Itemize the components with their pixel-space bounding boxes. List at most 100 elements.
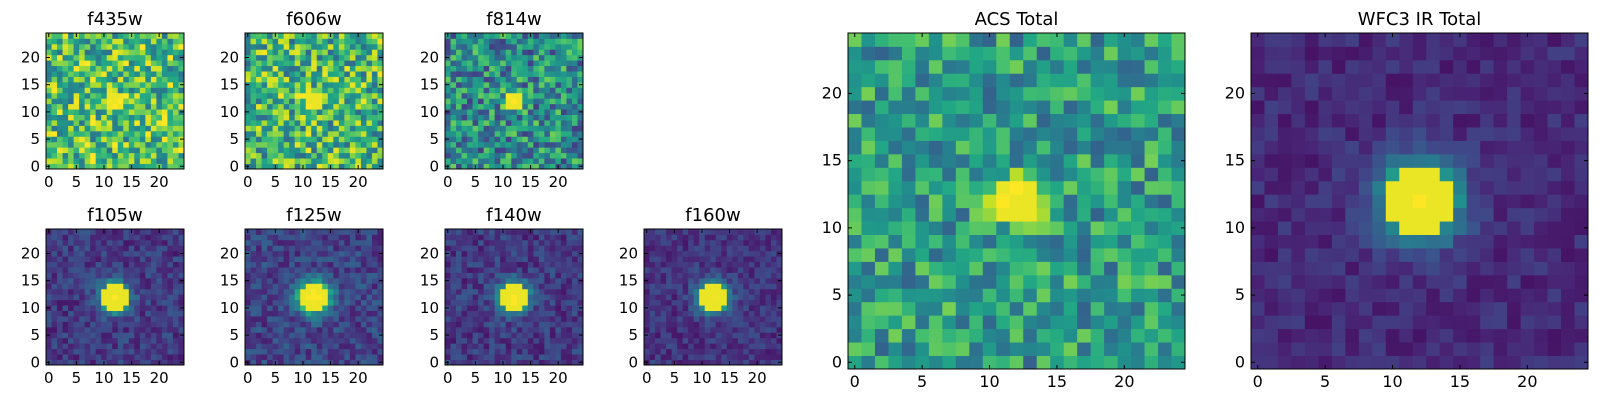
heatmap-cell (278, 152, 285, 159)
heatmap-cell (494, 98, 501, 105)
heatmap-cell (355, 92, 362, 99)
heatmap-cell (483, 147, 490, 154)
heatmap-cell (571, 299, 578, 306)
heatmap-cell (62, 114, 69, 121)
heatmap-cell (544, 163, 551, 170)
heatmap-cell (560, 316, 567, 322)
heatmap-cell (305, 163, 312, 170)
heatmap-cell (1023, 288, 1038, 303)
heatmap-cell (283, 81, 290, 88)
heatmap-cell (145, 76, 152, 83)
heatmap-cell (73, 103, 80, 110)
heatmap-cell (776, 234, 783, 241)
heatmap-cell (73, 81, 80, 88)
heatmap-cell (371, 354, 378, 360)
heatmap-cell (316, 81, 323, 88)
heatmap-cell (969, 167, 984, 182)
heatmap-cell (765, 239, 772, 246)
heatmap-cell (272, 103, 279, 110)
heatmap-cell (79, 354, 86, 360)
heatmap-cell (338, 229, 345, 235)
heatmap-cell (721, 326, 728, 333)
heatmap-cell (472, 261, 479, 268)
heatmap-cell (366, 316, 373, 322)
heatmap-cell (371, 267, 378, 273)
heatmap-cell (544, 125, 551, 132)
heatmap-cell (278, 239, 285, 246)
heatmap-cell (649, 261, 656, 268)
heatmap-cell (888, 167, 903, 182)
heatmap-cell (172, 65, 179, 72)
heatmap-cell (483, 348, 490, 355)
heatmap-cell (117, 38, 124, 45)
heatmap-cell (311, 245, 318, 252)
heatmap-cell (178, 114, 185, 121)
heatmap-cell (261, 277, 268, 284)
heatmap-cell (161, 267, 168, 273)
heatmap-cell (79, 130, 86, 137)
heatmap-cell (861, 248, 876, 262)
heatmap-cell (134, 267, 141, 273)
heatmap-cell (106, 152, 113, 159)
heatmap-cell (355, 71, 362, 77)
heatmap-cell (57, 343, 63, 350)
heatmap-cell (655, 326, 661, 333)
heatmap-cell (748, 316, 755, 322)
heatmap-cell (156, 316, 163, 322)
heatmap-cell (571, 120, 578, 126)
heatmap-cell (655, 283, 661, 290)
heatmap-cell (349, 98, 356, 105)
heatmap-cell (95, 120, 102, 126)
heatmap-cell (156, 71, 163, 77)
heatmap-cell (311, 92, 318, 99)
heatmap-cell (445, 60, 451, 67)
heatmap-cell (445, 326, 451, 333)
heatmap-cell (139, 288, 146, 295)
heatmap-cell (445, 316, 451, 322)
heatmap-cell (522, 245, 529, 252)
heatmap-cell (649, 234, 656, 241)
heatmap-cell (478, 348, 485, 355)
heatmap-cell (726, 256, 733, 263)
heatmap-cell (134, 277, 141, 284)
heatmap-cell (549, 71, 556, 77)
heatmap-cell (544, 49, 551, 56)
heatmap-cell (445, 125, 451, 132)
heatmap-cell (1063, 207, 1078, 222)
heatmap-cell (167, 54, 174, 61)
heatmap-cell (710, 229, 717, 235)
heatmap-cell (450, 272, 457, 279)
heatmap-cell (62, 147, 69, 154)
heatmap-cell (666, 305, 672, 311)
heatmap-cell (46, 348, 52, 355)
heatmap-cell (51, 152, 58, 159)
heatmap-cell (327, 245, 334, 252)
heatmap-cell (101, 43, 108, 50)
heatmap-cell (666, 359, 672, 366)
heatmap-cell (283, 54, 290, 61)
heatmap-cell (571, 343, 578, 350)
heatmap-cell (371, 130, 378, 137)
heatmap-cell (272, 343, 279, 350)
heatmap-cell (90, 299, 97, 306)
heatmap-cell (117, 354, 124, 360)
heatmap-cell (732, 229, 739, 235)
heatmap-cell (1158, 248, 1172, 262)
heatmap-cell (721, 272, 728, 279)
heatmap-cell (776, 294, 783, 301)
heatmap-cell (327, 76, 334, 83)
heatmap-cell (62, 38, 69, 45)
heatmap-cell (472, 234, 479, 241)
heatmap-cell (516, 316, 523, 322)
heatmap-cell (261, 310, 268, 317)
heatmap-cell (289, 245, 296, 252)
heatmap-cell (560, 310, 567, 317)
heatmap-cell (128, 114, 135, 121)
heatmap-cell (68, 354, 74, 360)
heatmap-cell (699, 283, 706, 290)
heatmap-cell (95, 141, 102, 148)
heatmap-cell (478, 81, 485, 88)
heatmap-cell (456, 130, 462, 137)
heatmap-cell (355, 234, 362, 241)
heatmap-cell (245, 125, 251, 132)
